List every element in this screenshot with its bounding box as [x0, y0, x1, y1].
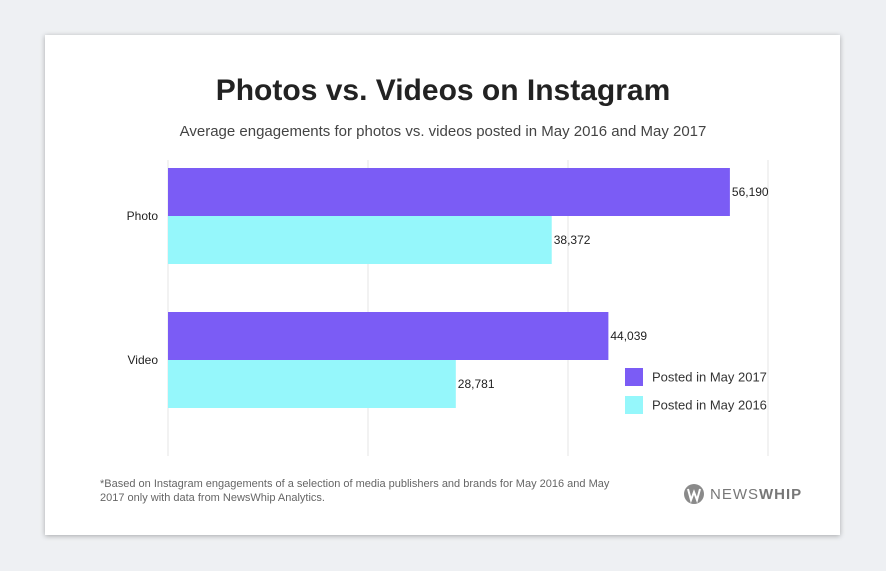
chart-subtitle: Average engagements for photos vs. video…: [180, 123, 707, 140]
brand-text: NEWSWHIP: [710, 486, 802, 503]
value-label: 28,781: [458, 377, 495, 391]
bar: [168, 312, 609, 360]
bar: [168, 216, 552, 264]
y-tick-label: Video: [128, 353, 159, 367]
legend-label: Posted in May 2017: [652, 369, 767, 384]
logo-w: [687, 488, 701, 504]
value-label: 38,372: [554, 233, 591, 247]
legend-swatch: [625, 368, 643, 386]
value-label: 44,039: [610, 329, 647, 343]
legend-label: Posted in May 2016: [652, 397, 767, 412]
value-label: 56,190: [732, 185, 769, 199]
chart-title: Photos vs. Videos on Instagram: [216, 74, 671, 107]
bar: [168, 168, 730, 216]
legend-swatch: [625, 396, 643, 414]
brand-right: WHIP: [759, 486, 802, 503]
card: [45, 35, 840, 535]
y-tick-label: Photo: [127, 209, 159, 223]
brand-left: NEWS: [710, 486, 759, 503]
footnote: *Based on Instagram engagements of a sel…: [100, 478, 610, 504]
bar: [168, 360, 456, 408]
brand-logo: NEWSWHIP: [684, 484, 802, 504]
